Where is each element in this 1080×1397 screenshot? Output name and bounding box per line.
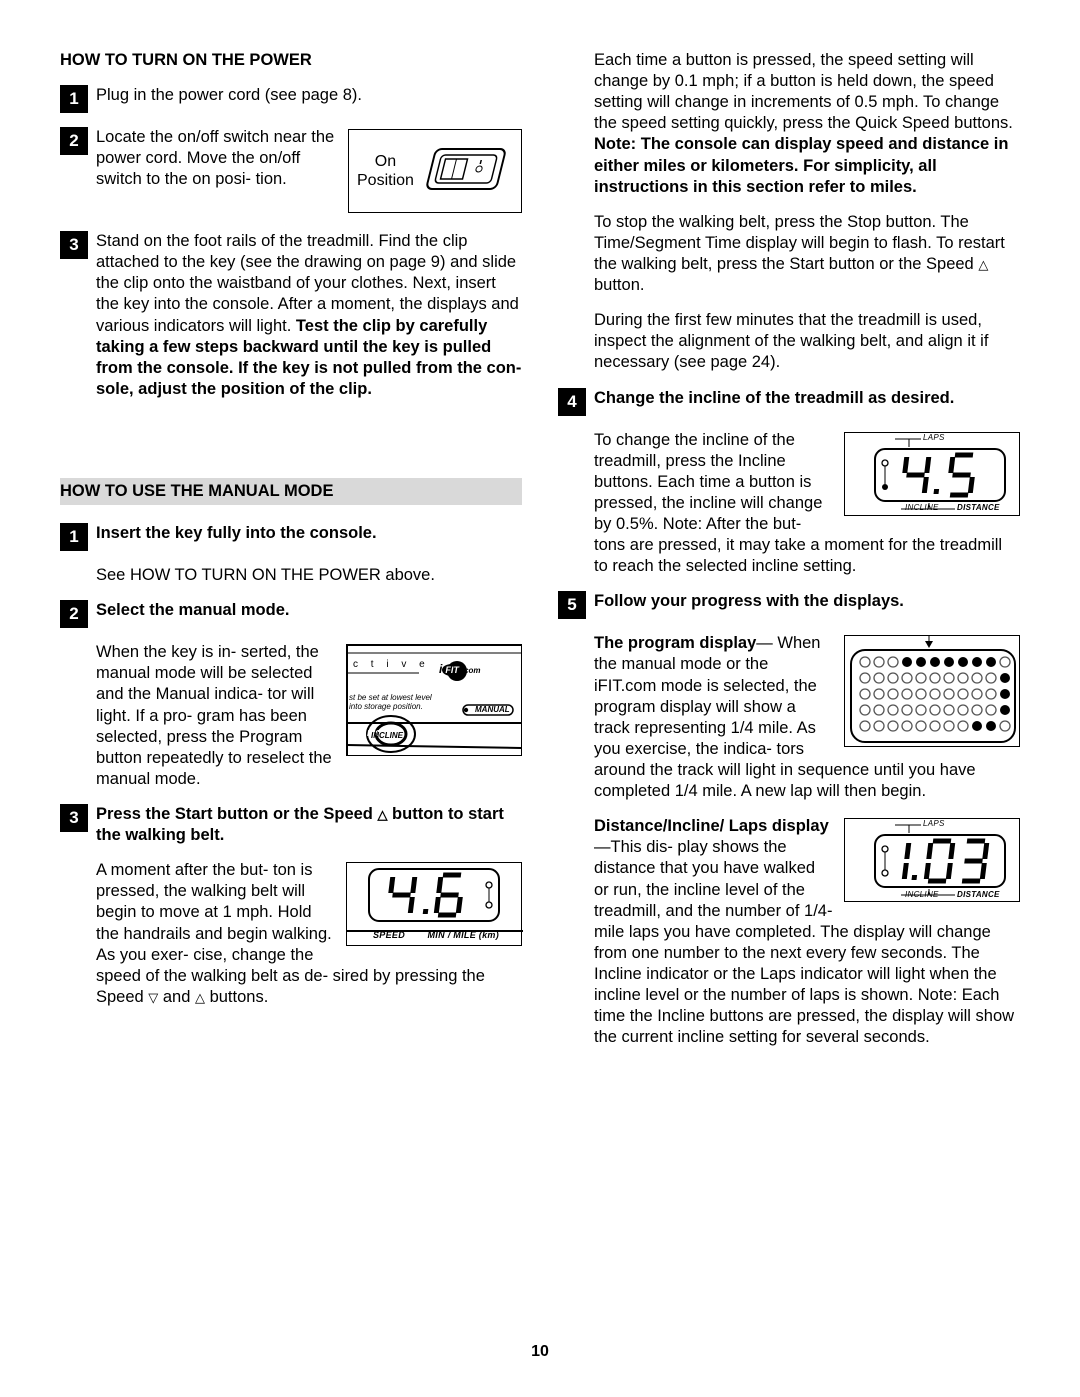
page-number: 10 (0, 1343, 1080, 1361)
figure-track-display (844, 635, 1020, 747)
speed-paragraph: Each time a button is pressed, the speed… (594, 50, 1020, 198)
heading-manual-mode: HOW TO USE THE MANUAL MODE (60, 478, 522, 505)
step-number-3: 3 (60, 804, 88, 832)
step-body: Plug in the power cord (see page 8). (96, 85, 522, 113)
manual-step-3: 3 Press the Start button or the Speed △ … (60, 804, 522, 846)
manual-step-5-distance: LAPS INCLINE DISTANCE Distance/Incline/ … (594, 816, 1020, 1048)
manual-step-3-body: SPEED MIN / MILE (km) A moment after the… (96, 860, 522, 1008)
triangle-down-icon: ▽ (148, 990, 158, 1005)
track-dots-icon (845, 636, 1021, 748)
step-number-4: 4 (558, 388, 586, 416)
step-number-2: 2 (60, 127, 88, 155)
step-number-2: 2 (60, 600, 88, 628)
manual-step-2: 2 Select the manual mode. (60, 600, 522, 628)
left-column: HOW TO TURN ON THE POWER 1 Plug in the p… (60, 50, 522, 1062)
manual-step-4-body: LAPS INCLINE DISTANCE To change the incl… (594, 430, 1020, 578)
step-number-5: 5 (558, 591, 586, 619)
step-number-1: 1 (60, 85, 88, 113)
switch-icon (420, 141, 510, 201)
power-step-1: 1 Plug in the power cord (see page 8). (60, 85, 522, 113)
triangle-up-icon: △ (195, 990, 205, 1005)
power-step-3: 3 Stand on the foot rails of the treadmi… (60, 231, 522, 400)
triangle-up-icon: △ (377, 807, 387, 822)
figure-on-position: On Position (348, 129, 522, 213)
figure-manual-mode: c t i v e iFIT.com st be set at lowest l… (346, 644, 522, 756)
figure-incline-display: LAPS INCLINE DISTANCE (844, 432, 1020, 516)
manual-step-5: 5 Follow your progress with the displays… (558, 591, 1020, 619)
power-step-2: 2 On Position (60, 127, 522, 217)
figure-laps-display: LAPS INCLINE DISTANCE (844, 818, 1020, 902)
step-body: Stand on the foot rails of the treadmill… (96, 231, 522, 400)
stop-paragraph: To stop the walking belt, press the Stop… (594, 212, 1020, 296)
on-label: On (357, 152, 414, 171)
align-paragraph: During the first few minutes that the tr… (594, 310, 1020, 373)
manual-step-4: 4 Change the incline of the treadmill as… (558, 388, 1020, 416)
step-body: Insert the key fully into the console. (96, 523, 522, 551)
position-label: Position (357, 171, 414, 190)
step-body: On Position Locat (96, 127, 522, 217)
manual-step-5-program: The program display— When the manual mod… (594, 633, 1020, 802)
step-number-3: 3 (60, 231, 88, 259)
right-column: Each time a button is pressed, the speed… (558, 50, 1020, 1062)
figure-speed-display: SPEED MIN / MILE (km) (346, 862, 522, 946)
step-number-1: 1 (60, 523, 88, 551)
manual-step-1-body: See HOW TO TURN ON THE POWER above. (96, 565, 522, 586)
manual-step-2-body: c t i v e iFIT.com st be set at lowest l… (96, 642, 522, 790)
step-body: Press the Start button or the Speed △ bu… (96, 804, 522, 846)
manual-step-1: 1 Insert the key fully into the console. (60, 523, 522, 551)
triangle-up-icon: △ (978, 257, 988, 272)
heading-power: HOW TO TURN ON THE POWER (60, 50, 522, 71)
